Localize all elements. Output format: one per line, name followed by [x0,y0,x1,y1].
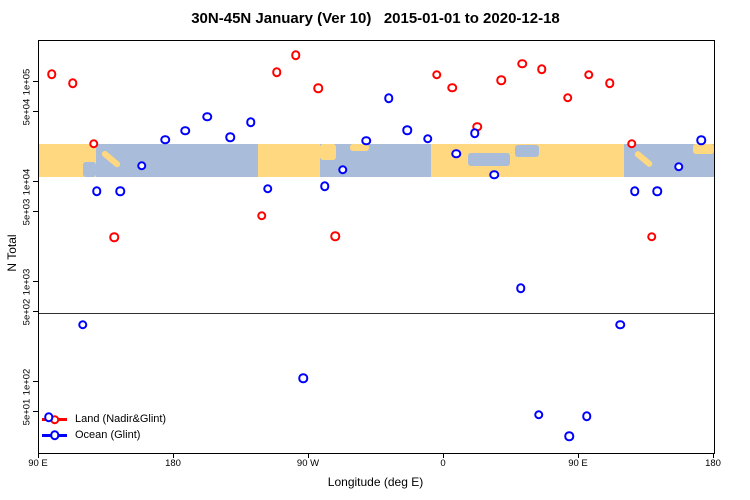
ocean-point [298,373,308,383]
x-axis-tick-label: 0 [440,458,446,469]
land-point [626,139,637,149]
ocean-point [615,319,625,330]
land-point [431,70,442,80]
ocean-point [44,412,54,423]
ocean-point [674,161,684,172]
y-axis-tick [33,411,38,413]
x-axis-tick [37,453,39,458]
x-axis-tick-label: 180 [705,458,721,469]
legend-item-land: Land (Nadir&Glint) [42,412,166,428]
land-point [605,78,615,88]
ocean-point [77,319,88,330]
legend-marker-ocean-icon [49,430,60,440]
ocean-point [533,409,544,420]
land-point [536,64,547,74]
land-point [496,75,506,85]
map-band-sea-patch [82,162,96,177]
ocean-point [225,132,235,142]
legend-label-ocean: Ocean (Glint) [75,428,141,441]
ocean-point [338,165,348,175]
y-axis-tick [33,381,38,383]
land-point [89,139,99,149]
ocean-point [581,411,592,422]
ocean-point [451,148,461,159]
ocean-point [320,181,330,192]
land-point [47,69,57,80]
ocean-point [564,431,574,442]
map-band-land-patch [319,143,336,161]
y-axis-tick [33,81,38,83]
ocean-point [245,117,256,127]
map-band-sea-patch [468,153,510,167]
x-axis-tick-label: 90 E [568,458,588,469]
land-point [290,50,301,61]
legend: Land (Nadir&Glint) Ocean (Glint) [42,412,166,443]
ocean-point [160,134,170,145]
y-axis-tick-label: 1e+05 [21,68,33,96]
ocean-point [202,112,212,122]
land-point [447,83,457,93]
ocean-point [180,125,190,136]
y-axis-tick-label: 1e+02 [21,368,33,396]
ocean-point [137,161,147,171]
ocean-point [489,170,499,180]
y-axis-tick [33,211,38,213]
land-point [330,231,340,242]
y-axis-tick [33,111,38,113]
map-band-land [258,143,320,177]
map-band-land-patch [349,143,369,152]
x-axis-tick-label: 180 [165,458,181,469]
ocean-point [402,125,412,136]
x-axis-tick-label: 90 W [296,458,320,469]
legend-key-ocean [42,430,67,441]
ocean-point [422,134,433,144]
y-axis-tick-label: 5e+04 [21,98,33,126]
y-axis-tick [33,281,38,283]
land-point [109,232,119,242]
ocean-point [263,184,273,194]
y-axis-tick-label: 5e+01 [21,398,33,426]
plot-area: Land (Nadir&Glint) Ocean (Glint) [38,40,715,454]
ocean-point [652,186,662,197]
y-axis-title: N Total [5,234,19,272]
x-axis-tick [442,453,444,458]
ocean-point [383,93,394,103]
x-axis-tick-label: 90 E [28,458,48,469]
ocean-point [361,135,371,146]
land-point [68,78,78,89]
x-axis-tick [307,453,309,458]
ocean-point [515,283,526,293]
x-axis-tick [577,453,579,458]
y-axis-tick-label: 5e+02 [21,298,33,326]
y-axis-tick-label: 1e+04 [21,168,33,196]
ocean-point [629,186,640,197]
land-point [563,92,573,103]
land-point [257,210,267,221]
reference-line [39,312,714,314]
x-axis-title: Longitude (deg E) [327,475,424,489]
legend-item-ocean: Ocean (Glint) [42,428,166,444]
ocean-point [696,135,706,145]
y-axis-tick [33,181,38,183]
map-band-sea-patch [515,145,539,158]
land-point [517,58,527,69]
land-point [584,70,594,80]
y-axis-tick-label: 5e+03 [21,198,33,226]
ocean-point [92,186,102,196]
land-point [647,232,657,242]
ocean-point [115,186,125,196]
chart-title: 30N-45N January (Ver 10) 2015-01-01 to 2… [191,10,560,27]
x-axis-tick [172,453,174,458]
y-axis-tick-label: 1e+03 [21,268,33,296]
map-band-land-patch [693,143,714,154]
x-axis-tick [712,453,714,458]
land-point [313,83,323,93]
y-axis-tick [33,311,38,313]
ocean-point [470,128,480,139]
land-point [272,67,282,78]
legend-label-land: Land (Nadir&Glint) [75,413,167,426]
